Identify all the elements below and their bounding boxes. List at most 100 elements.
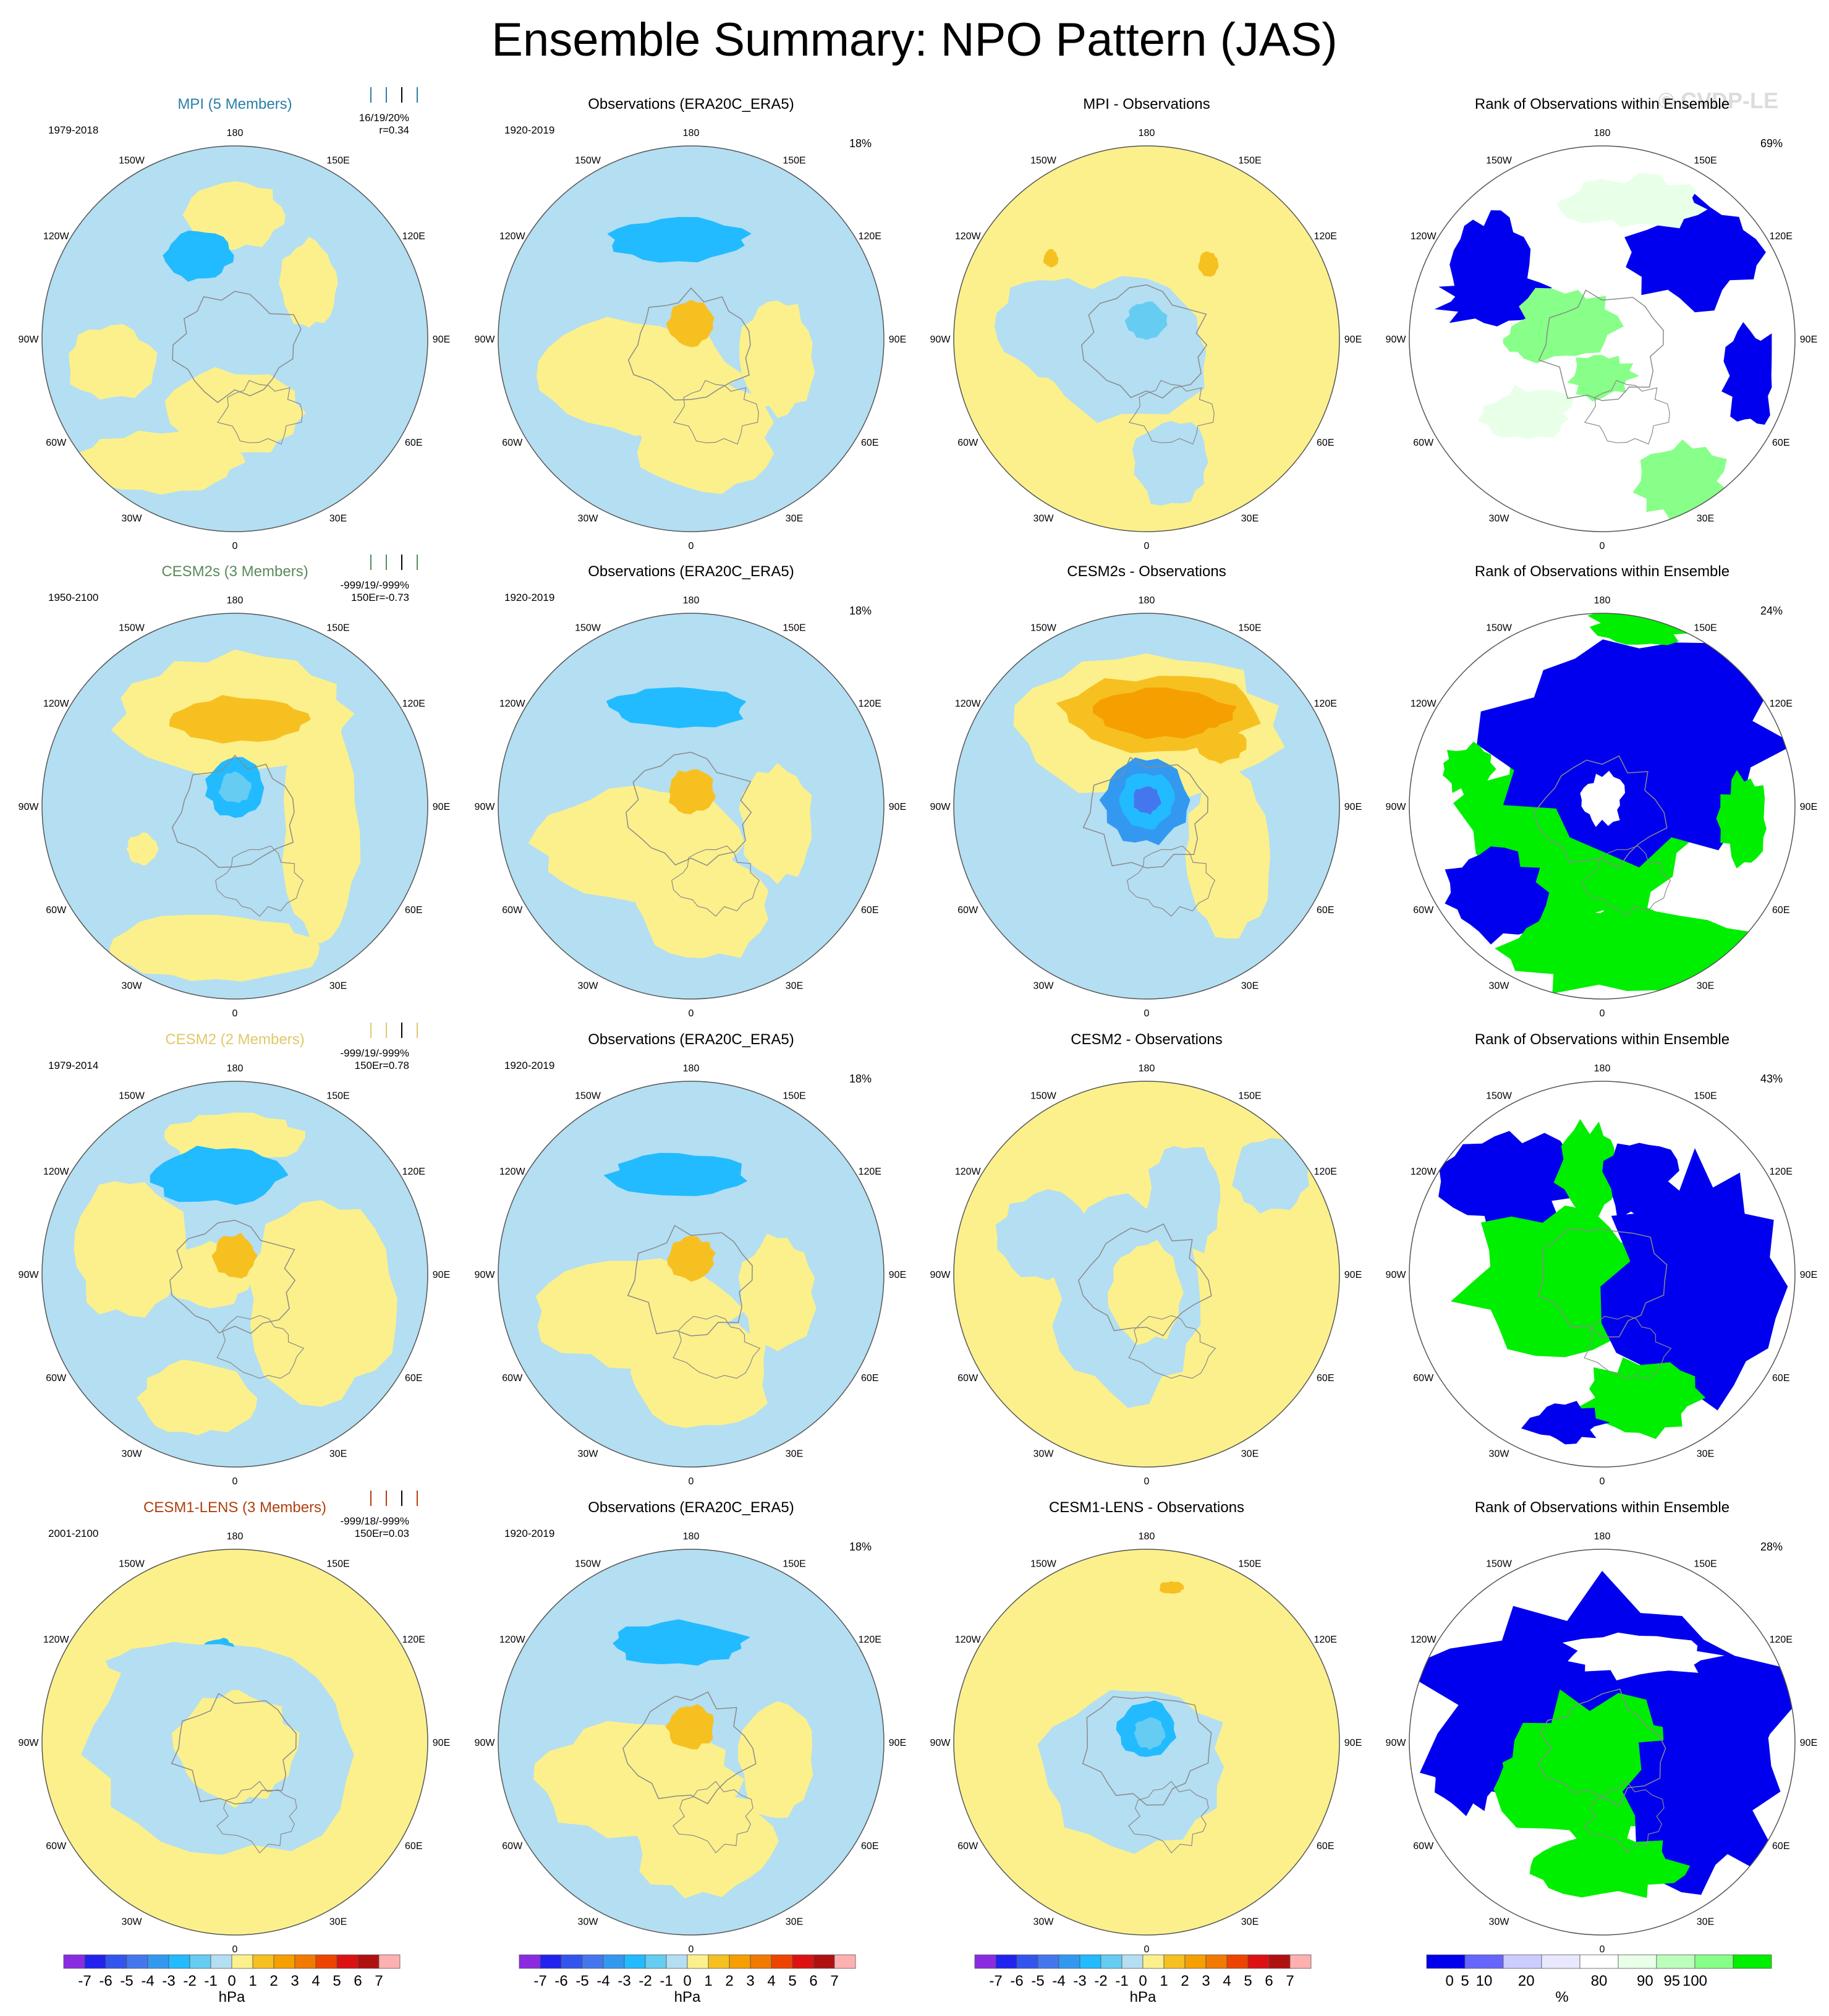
longitude-label: 120W (499, 1635, 526, 1645)
colorbar-swatch (624, 1954, 646, 1969)
longitude-label: 120W (43, 1635, 70, 1645)
longitude-label: 120E (1314, 1635, 1337, 1645)
longitude-label: 30W (578, 1448, 599, 1459)
panel-title: Rank of Observations within Ensemble (1475, 1499, 1729, 1516)
colorbar-tick-label: 0 (683, 1973, 691, 1989)
coastline (216, 1780, 297, 1854)
colorbar-tick-label: -2 (183, 1973, 196, 1989)
longitude-label: 60W (502, 1373, 523, 1384)
longitude-label: 150E (1694, 1091, 1717, 1102)
longitude-label: 0 (232, 1008, 238, 1019)
colorbar-tick-label: -4 (141, 1973, 154, 1989)
colorbar-tick-label: -4 (596, 1973, 609, 1989)
colorbar-tick-label: 2 (1181, 1973, 1189, 1989)
coastline (216, 1315, 305, 1379)
contour-region (632, 1784, 779, 1899)
coastline (1128, 1780, 1209, 1854)
map-border (953, 1081, 1340, 1468)
contour-region (613, 1619, 751, 1666)
colorbar-swatch (1503, 1954, 1542, 1969)
map-panel-r2-c1: 180 150E 120E 90E 60E 30E 0 30W 60W 90W 120W 150W CE… (19, 555, 450, 1019)
colorbar-unit: hPa (219, 1989, 245, 2005)
map-border (1409, 1081, 1796, 1468)
colorbar-swatch (168, 1954, 190, 1969)
stats-label: 16/19/20% (359, 112, 409, 124)
colorbar-swatch (1016, 1954, 1038, 1969)
longitude-label: 30W (1033, 1448, 1055, 1459)
panel-title: MPI (5 Members) (177, 96, 292, 113)
colorbar-swatch (1079, 1954, 1101, 1969)
contour-region (995, 1189, 1101, 1280)
colorbar-tick-label: 1 (1160, 1973, 1168, 1989)
coastline (1537, 1688, 1666, 1807)
coastline (622, 1691, 757, 1805)
longitude-label: 30E (1697, 980, 1714, 991)
longitude-label: 60E (1772, 1841, 1789, 1852)
coastline (673, 380, 759, 445)
period-label: 1920-2019 (504, 1528, 554, 1539)
colorbar-swatch (273, 1954, 295, 1969)
longitude-label: 150E (1694, 1559, 1717, 1570)
longitude-label: 150W (119, 1091, 145, 1102)
longitude-label: 120W (955, 1635, 982, 1645)
longitude-label: 90E (433, 1270, 450, 1280)
colorbar-tick-label: 0 (1139, 1973, 1147, 1989)
longitude-label: 60E (1772, 438, 1789, 448)
contour-region (739, 300, 815, 419)
stats-label: r=0.34 (379, 124, 409, 136)
longitude-label: 90W (19, 802, 40, 812)
longitude-label: 60W (46, 1373, 67, 1384)
colorbar-tick-label: -6 (99, 1973, 112, 1989)
longitude-label: 150E (1238, 156, 1261, 166)
contour-region (163, 231, 234, 282)
colorbar-swatch (995, 1954, 1017, 1969)
longitude-label: 60E (1317, 905, 1334, 916)
coastline (1584, 380, 1670, 445)
longitude-label: 60W (957, 1841, 978, 1852)
colorbar-tick-label: 5 (1461, 1973, 1469, 1989)
contour-region (164, 367, 307, 453)
longitude-label: 150E (1238, 623, 1261, 634)
longitude-label: 90W (19, 1738, 40, 1748)
colorbar-swatch (974, 1954, 996, 1969)
longitude-label: 0 (689, 541, 694, 551)
longitude-label: 150W (1030, 156, 1057, 166)
colorbar-tick-label: -5 (575, 1973, 588, 1989)
longitude-label: 120E (402, 1635, 425, 1645)
longitude-label: 180 (1594, 595, 1611, 606)
colorbar-swatch (813, 1954, 835, 1969)
longitude-label: 150W (119, 623, 145, 634)
longitude-label: 30E (1697, 1448, 1714, 1459)
longitude-label: 60W (46, 1841, 67, 1852)
longitude-label: 150W (575, 1091, 601, 1102)
contour-region (1195, 725, 1247, 764)
contour-region (669, 769, 716, 814)
rank-region (1529, 1832, 1691, 1899)
longitude-label: 120W (1411, 1635, 1437, 1645)
colorbar-swatch (336, 1954, 359, 1969)
contour-region (105, 1642, 290, 1695)
longitude-label: 30W (578, 980, 599, 991)
contour-region (69, 324, 158, 400)
coastline (673, 1780, 753, 1854)
longitude-label: 90W (475, 1738, 496, 1748)
percent-label: 24% (1760, 605, 1783, 617)
map-panel-r1-c4: 180 150E 120E 90E 60E 30E 0 30W 60W 90W 120W 150W Ra… (1386, 96, 1818, 551)
longitude-label: 120W (955, 1167, 982, 1177)
rank-region (1443, 741, 1496, 799)
longitude-label: 60E (1317, 438, 1334, 448)
longitude-label: 90E (1800, 1738, 1817, 1748)
longitude-label: 30E (1241, 513, 1258, 524)
contour-region (74, 1181, 188, 1318)
longitude-label: 0 (1600, 541, 1605, 551)
colorbar-tick-label: 100 (1683, 1973, 1707, 1989)
longitude-label: 60W (957, 1373, 978, 1384)
colorbar-tick-label: -1 (204, 1973, 217, 1989)
longitude-label: 30W (122, 1916, 143, 1927)
longitude-label: 90E (889, 1738, 906, 1748)
colorbar-swatch (771, 1954, 793, 1969)
colorbar-swatch (210, 1954, 232, 1969)
colorbar-swatch (519, 1954, 541, 1969)
contour-region (738, 1701, 813, 1818)
coastline (1584, 1780, 1665, 1854)
